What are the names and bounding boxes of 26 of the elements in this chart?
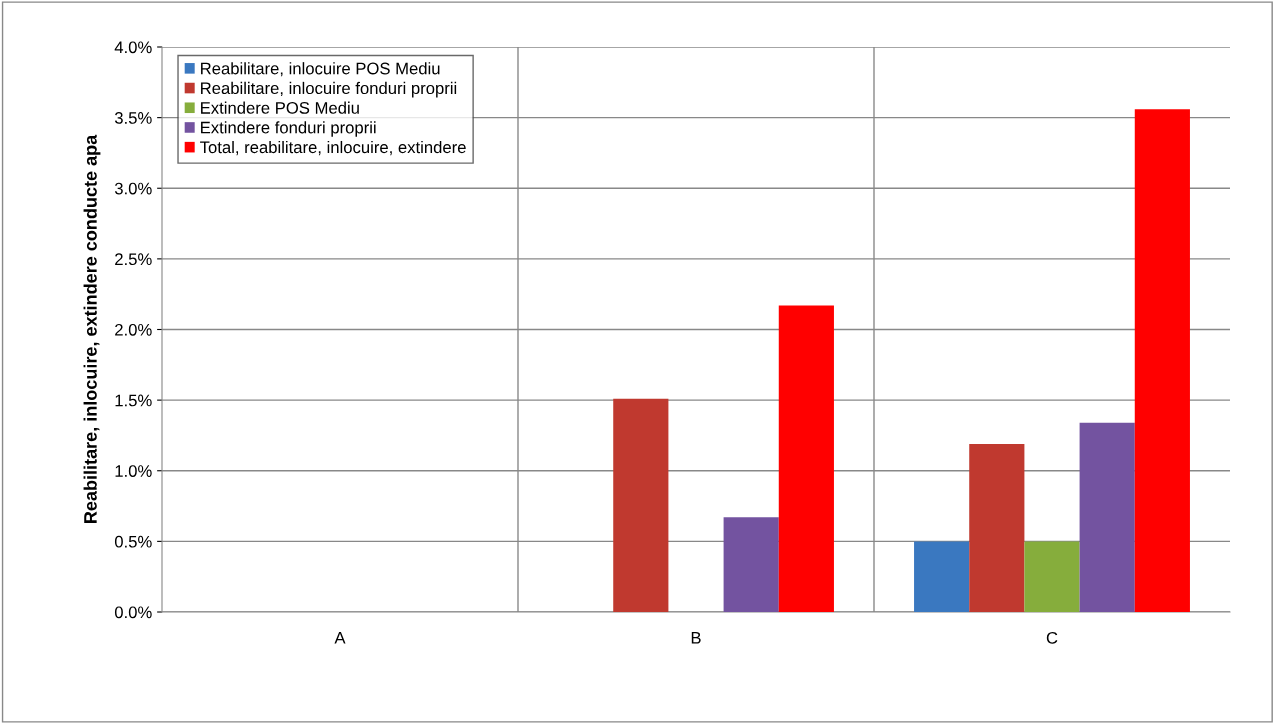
legend-label: Reabilitare, inlocuire POS Mediu (201, 62, 440, 77)
y-tick-label: 0.0% (114, 606, 152, 619)
y-axis-title: Reabilitare, inlocuire, extindere conducte apa (83, 134, 101, 523)
x-tick-label: A (334, 632, 346, 644)
legend-label: Extindere POS Mediu (201, 101, 359, 114)
bar (969, 443, 1025, 612)
y-tick-label: 1.0% (115, 465, 152, 477)
bar (1134, 109, 1190, 612)
y-tick-label: 2.0% (115, 323, 152, 336)
bar (613, 398, 669, 612)
bar (723, 517, 779, 612)
x-tick-label: C (1046, 631, 1058, 644)
bar (1024, 541, 1080, 612)
y-tick-label: 3.5% (114, 112, 152, 124)
bar (778, 305, 834, 612)
y-tick-label: 1.5% (115, 394, 152, 407)
y-tick-label: 0.5% (114, 535, 152, 548)
y-tick-label: 4.0% (114, 41, 152, 54)
y-tick-label: 3.0% (114, 182, 152, 195)
x-tick-label: B (691, 632, 701, 644)
bar (1079, 422, 1135, 612)
legend-label: Extindere fonduri proprii (201, 121, 376, 137)
legend-label: Total, reabilitare, inlocuire, extindere (200, 140, 466, 156)
legend-label: Reabilitare, inlocuire fonduri proprii (201, 81, 457, 98)
bar (914, 541, 970, 612)
y-tick-label: 2.5% (115, 253, 152, 266)
